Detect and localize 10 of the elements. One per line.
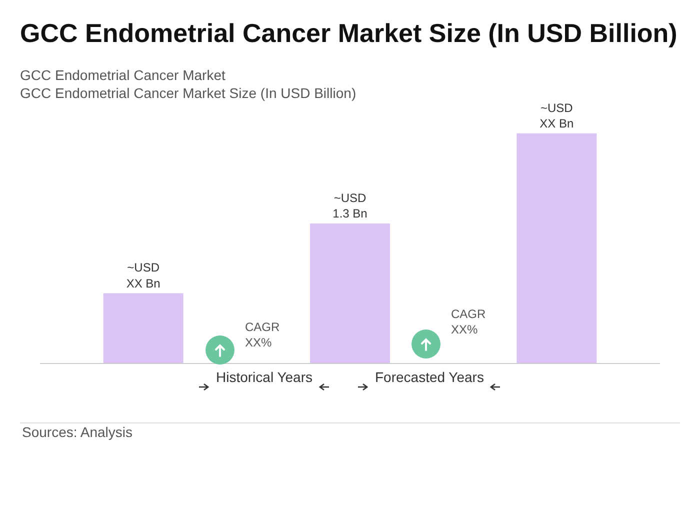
data-label: ~USD 1.3 Bn [332, 190, 368, 221]
source-note: Sources: Analysis [22, 424, 132, 440]
chart-title: GCC Endometrial Cancer Market Size (In USD Billion) [20, 18, 678, 49]
annotation: CAGR XX% [245, 320, 280, 350]
annotation: CAGR XX% [451, 307, 486, 337]
data-label: ~USD XX Bn [126, 260, 160, 290]
chart-subtitle: GCC Endometrial Cancer Market GCC Endometrial Cancer Market Size (In USD Billion) [20, 66, 356, 102]
text: Forecasted Years [375, 369, 484, 385]
data-label: ~USD XX Bn [540, 100, 574, 130]
text: Historical Years [216, 369, 312, 385]
